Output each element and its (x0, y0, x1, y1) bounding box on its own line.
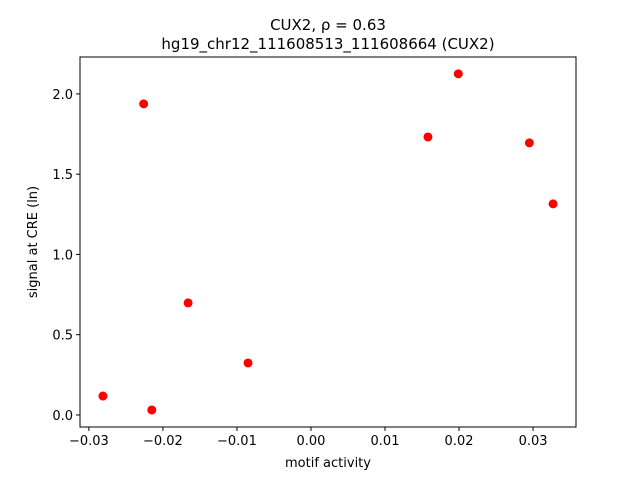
x-axis-label: motif activity (285, 456, 371, 471)
plot-frame (79, 56, 577, 428)
y-tick-label: 1.0 (52, 248, 73, 263)
y-tick-label: 0.5 (52, 329, 73, 344)
point (524, 138, 534, 148)
y-tick-label: 0.0 (52, 409, 73, 424)
point (453, 69, 463, 79)
point (548, 199, 558, 209)
point (423, 132, 433, 142)
y-tick-label: 2.0 (52, 88, 73, 103)
y-tick-label: 1.5 (52, 168, 73, 183)
chart-title: CUX2, ρ = 0.63 (270, 16, 386, 34)
y-axis-label: signal at CRE (ln) (26, 186, 41, 298)
x-tick-label: −0.03 (69, 434, 109, 449)
x-tick-label: −0.02 (143, 434, 183, 449)
x-tick-label: 0.00 (296, 434, 325, 449)
point (183, 298, 193, 308)
chart-subtitle: hg19_chr12_111608513_111608664 (CUX2) (161, 35, 494, 54)
x-tick-label: 0.01 (371, 434, 400, 449)
point (147, 405, 157, 415)
x-tick-label: 0.02 (445, 434, 474, 449)
x-tick-label: 0.03 (519, 434, 548, 449)
x-tick-label: −0.01 (217, 434, 257, 449)
point (139, 99, 149, 109)
point (243, 358, 253, 368)
point (98, 391, 108, 401)
